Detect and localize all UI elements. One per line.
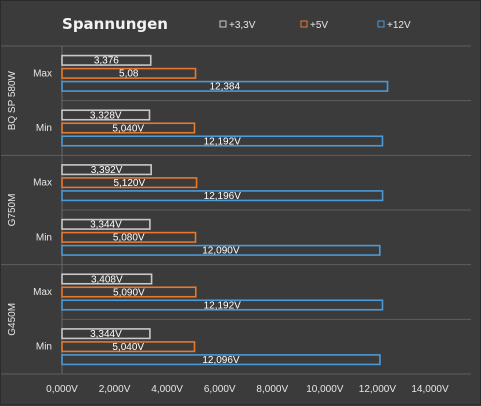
chart-title: Spannungen [62,15,168,33]
bar-+5V [61,67,197,79]
bar-+5V [61,122,196,134]
category-label: Min [36,123,52,134]
data-label: 5,120V [113,178,145,189]
data-label: 3,344V [90,220,122,231]
x-tick-label: 6,000V [204,384,236,395]
data-label: 5,090V [113,287,145,298]
data-label: 3,328V [90,110,122,121]
bar-+12V [61,80,389,92]
x-tick-label: 4,000V [151,384,183,395]
data-label: 5,040V [112,342,144,353]
x-tick-label: 12,000V [359,384,397,395]
bar-+3,3V [61,273,153,285]
data-label: 12,090V [202,246,240,257]
x-tick-label: 8,000V [256,384,288,395]
bar-+12V [61,299,384,311]
bar-+3,3V [61,109,151,121]
data-label: 3,344V [90,329,122,340]
category-label: Max [33,178,52,189]
x-tick-label: 14,000V [411,384,449,395]
bar-+5V [61,231,197,243]
group-label: G450M [7,303,18,336]
legend-swatch [377,20,385,28]
data-label: 12,192V [204,136,242,147]
bar-+5V [61,341,196,353]
bar-+5V [61,177,198,189]
data-label: 5,040V [112,123,144,134]
x-tick-label: 0,000V [46,384,78,395]
bar-+12V [61,190,384,202]
legend-label: +12V [387,20,411,31]
data-label: 12,196V [204,191,242,202]
data-label: 12,192V [204,300,242,311]
bar-+12V [61,354,381,366]
group-label: BQ SP 580W [7,70,18,130]
legend-label: +5V [310,20,328,31]
data-label: 12,096V [202,355,240,366]
data-label: 5,080V [113,233,145,244]
x-tick-label: 2,000V [99,384,131,395]
group-label: G750M [7,194,18,227]
category-label: Max [33,68,52,79]
bar-+3,3V [61,164,152,176]
data-label: 12,384 [209,82,240,93]
data-label: 3,376 [94,56,119,67]
data-label: 5,08 [119,69,139,80]
bar-+5V [61,286,197,298]
data-label: 3,392V [91,165,123,176]
category-label: Max [33,287,52,298]
legend-label: +3,3V [229,20,256,31]
bar-+12V [61,244,381,256]
category-label: Min [36,342,52,353]
legend-swatch [219,20,227,28]
bar-+12V [61,135,384,147]
bar-+3,3V [61,54,152,66]
data-label: 3,408V [91,274,123,285]
x-tick-label: 10,000V [306,384,344,395]
category-label: Min [36,232,52,243]
legend-swatch [300,20,308,28]
bar-+3,3V [61,328,151,340]
bar-+3,3V [61,218,151,230]
